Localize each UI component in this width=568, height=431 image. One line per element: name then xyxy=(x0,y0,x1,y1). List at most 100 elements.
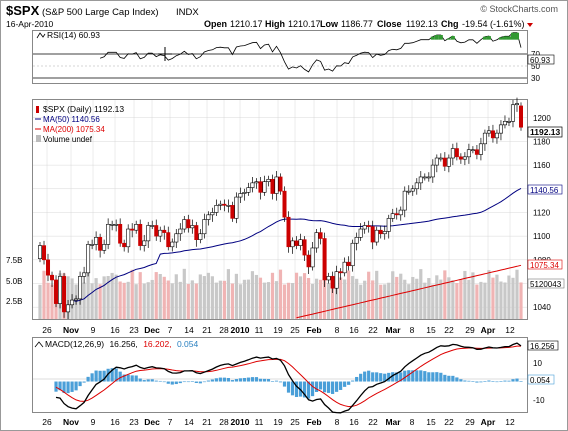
macd-hist-bar xyxy=(182,381,186,383)
macd-hist-bar xyxy=(327,381,331,393)
price-candle xyxy=(482,132,487,145)
macd-hist-bar xyxy=(274,380,279,382)
volume-bar xyxy=(387,282,391,319)
volume-bar xyxy=(479,281,483,319)
price-candle xyxy=(478,143,483,155)
macd-hist-bar xyxy=(427,372,431,382)
x-tick-label: 14 xyxy=(184,417,194,427)
macd-hist-bar xyxy=(439,372,443,382)
volume-bar xyxy=(411,276,415,319)
price-candle xyxy=(194,225,199,240)
price-candle xyxy=(242,192,247,194)
x-tick-label: 7 xyxy=(168,325,173,335)
price-candle xyxy=(434,157,439,166)
price-candle xyxy=(234,196,239,219)
price-candle xyxy=(162,229,167,233)
x-tick-label: 16 xyxy=(349,417,359,427)
volume-bar xyxy=(198,274,202,319)
price-candle xyxy=(346,261,351,267)
volume-bar xyxy=(314,278,319,319)
macd-hist-bar xyxy=(282,381,287,387)
volume-tag: 5120043 xyxy=(530,280,562,289)
x-axis-macd: 26 Nov 9 16 23 Dec 7 14 21 28 2010 11 19 25 Feb 8 16 22 Ma… xyxy=(42,417,515,427)
price-candle xyxy=(86,244,91,274)
chart-date: 16-Apr-2010 xyxy=(6,19,54,29)
ma200-tag-bg xyxy=(527,259,563,270)
macd-hist-bar xyxy=(70,381,74,392)
price-candle xyxy=(158,229,163,237)
macd-tick-10: 10 xyxy=(533,359,542,368)
macd-hist-bar xyxy=(174,381,178,385)
macd-hist-bar xyxy=(347,381,351,385)
macd-hist-bar xyxy=(403,370,407,382)
x-tick-label: 23 xyxy=(129,325,139,335)
price-candle xyxy=(302,239,307,256)
volume-bar xyxy=(375,270,379,319)
price-candle xyxy=(422,176,427,179)
macd-hist-bar xyxy=(146,379,150,382)
volume-bar xyxy=(242,279,247,319)
volume-bar xyxy=(327,283,331,319)
macd-hist-bar xyxy=(78,381,82,387)
price-candle xyxy=(198,233,203,240)
price-candle xyxy=(74,298,79,301)
volume-bar xyxy=(399,273,403,319)
open-value: 1210.17 xyxy=(230,19,263,29)
volume-bar xyxy=(423,282,427,319)
volume-bar xyxy=(190,280,194,319)
macd-signal-line xyxy=(55,345,521,408)
volume-bar xyxy=(343,279,347,319)
macd-hist-bar xyxy=(391,372,395,382)
price-candle xyxy=(366,225,371,227)
volume-bar xyxy=(106,276,110,319)
volume-bar xyxy=(407,284,411,319)
volume-bar xyxy=(363,280,367,319)
volume-bar xyxy=(282,284,287,319)
macd-hist-bar xyxy=(367,370,371,382)
price-candle xyxy=(266,179,271,182)
macd-hist-bar xyxy=(483,381,487,382)
x-tick-label: 14 xyxy=(184,325,194,335)
macd-hist-bar xyxy=(363,371,367,382)
x-tick-label: 15 xyxy=(426,417,436,427)
x-tick-label: 28 xyxy=(219,417,229,427)
macd-hist-bar xyxy=(335,381,339,392)
rsi-overbought-fill-bar xyxy=(486,36,491,40)
rsi-tick-70: 70 xyxy=(531,50,540,59)
volume-bar xyxy=(206,272,210,319)
macd-hist-bar xyxy=(106,368,110,382)
macd-hist-bar xyxy=(318,381,323,390)
macd-hist-bar xyxy=(270,381,275,382)
price-candle xyxy=(110,223,115,226)
macd-hist-bar xyxy=(395,372,399,382)
price-candle xyxy=(414,182,419,190)
symbol-description: (S&P 500 Large Cap Index) xyxy=(42,7,159,18)
close-price-tag: 1192.13 xyxy=(530,127,561,137)
macd-hist-bar xyxy=(503,380,507,382)
volume-bar xyxy=(218,280,222,319)
price-candle xyxy=(70,299,75,306)
symbol-exchange: INDX xyxy=(176,7,199,18)
rsi-overbought-fill-bar xyxy=(438,34,443,40)
macd-hist-bar xyxy=(278,381,283,383)
chg-down-arrow-icon xyxy=(527,23,533,27)
macd-histogram xyxy=(54,368,523,399)
price-tick-label: 1200 xyxy=(533,114,551,123)
macd-panel: MACD(12,26,9) 16.256, 16.202, 0.054 16.2… xyxy=(32,337,559,414)
price-candle xyxy=(314,232,319,249)
volume-bar xyxy=(306,277,311,319)
rsi-overbought-fill-bar xyxy=(446,38,451,40)
volume-bar xyxy=(415,278,419,319)
macd-hist-bar xyxy=(162,381,166,383)
macd-hist-bar xyxy=(238,378,243,382)
macd-hist-bar xyxy=(302,381,307,398)
volume-bar xyxy=(447,277,451,319)
macd-hist-bar xyxy=(451,375,455,382)
macd-hist-bar xyxy=(435,372,439,382)
macd-hist-bar xyxy=(82,381,86,383)
macd-hist-bar xyxy=(419,370,423,382)
volume-bar xyxy=(471,272,475,319)
volume-bar xyxy=(463,270,467,319)
price-legend-ma200: MA(200) 1075.34 xyxy=(43,125,105,134)
